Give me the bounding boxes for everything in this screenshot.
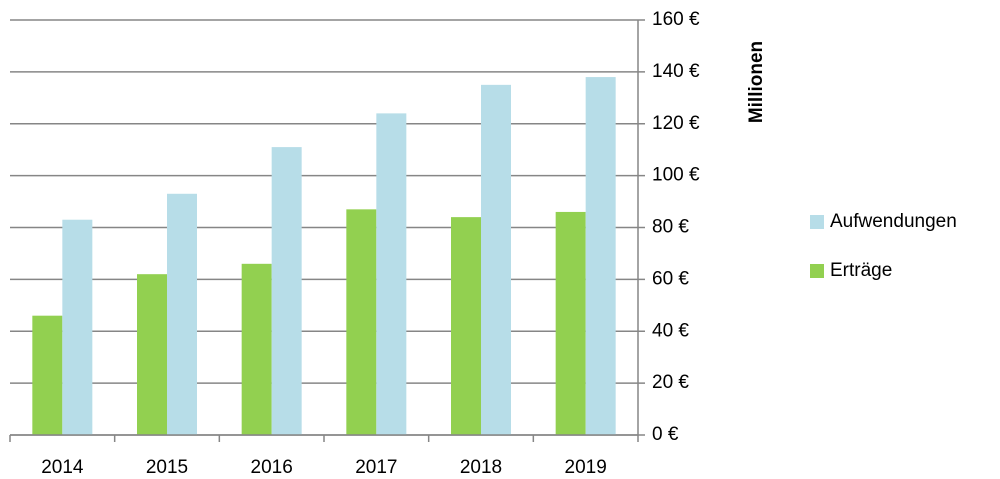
y-tick-label: 40 €	[652, 320, 689, 341]
legend-swatch	[810, 215, 824, 229]
bar	[32, 315, 63, 435]
bar	[167, 193, 197, 435]
x-tick-label: 2017	[355, 457, 397, 478]
y-tick-label: 160 €	[652, 9, 700, 30]
bar	[62, 219, 93, 435]
x-tick-label: 2014	[41, 457, 84, 478]
bar	[241, 263, 272, 435]
legend-swatch	[810, 264, 824, 278]
bar	[137, 274, 167, 435]
y-tick-label: 120 €	[652, 113, 700, 134]
y-tick-label: 60 €	[652, 268, 689, 289]
x-tick-label: 2019	[565, 457, 607, 478]
y-tick-label: 20 €	[652, 372, 689, 393]
bar	[346, 209, 377, 435]
y-tick-label: 0 €	[652, 424, 679, 445]
y-tick-label: 80 €	[652, 217, 689, 238]
x-tick-label: 2015	[146, 457, 188, 478]
bar	[555, 211, 586, 435]
bar	[585, 77, 616, 435]
bar	[271, 147, 302, 435]
legend-label: Erträge	[830, 260, 892, 281]
x-tick-label: 2018	[460, 457, 502, 478]
x-tick-label: 2016	[251, 457, 293, 478]
y-axis-title: Millionen	[746, 41, 767, 123]
bar	[376, 113, 407, 435]
y-tick-label: 100 €	[652, 165, 700, 186]
bar	[451, 217, 481, 435]
bar	[481, 84, 511, 435]
legend-label: Aufwendungen	[830, 211, 957, 232]
y-tick-label: 140 €	[652, 61, 700, 82]
